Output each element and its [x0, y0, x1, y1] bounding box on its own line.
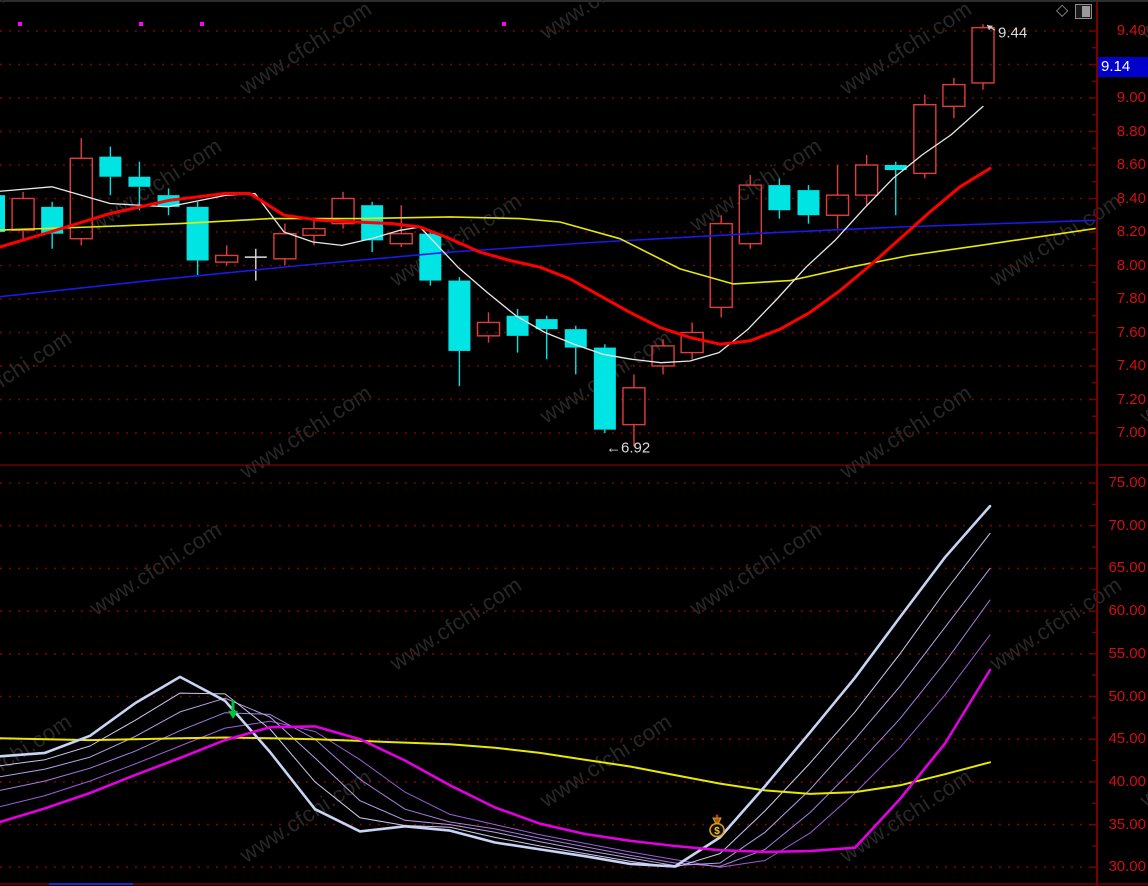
candle-down — [593, 347, 616, 430]
indicator-yellow-line — [0, 736, 991, 795]
candle-up — [971, 26, 995, 84]
candle-down — [186, 206, 209, 261]
candle-up — [651, 345, 675, 367]
low-price-label: ←6.92 — [606, 439, 650, 456]
candle-up — [913, 103, 937, 175]
axis-label: 35.00 — [1108, 815, 1146, 833]
candle-down — [535, 319, 558, 330]
candle-down — [41, 206, 64, 234]
candle-up — [709, 222, 733, 309]
candle-up — [11, 197, 35, 232]
candle-up — [942, 83, 966, 108]
event-dot — [18, 22, 22, 26]
axis-label: 65.00 — [1108, 559, 1146, 577]
candle-up — [680, 331, 704, 354]
bottom-blue-strip — [49, 883, 133, 885]
money-bag-icon — [715, 814, 719, 818]
candle-down — [768, 185, 791, 211]
axis-label: 55.00 — [1108, 644, 1146, 662]
axis-label: 8.60 — [1116, 156, 1146, 173]
window-controls: ◇ — [1056, 2, 1093, 19]
candle-up — [854, 164, 879, 196]
axis-label: 8.20 — [1116, 223, 1146, 240]
axis-label: 40.00 — [1108, 772, 1146, 790]
axis-label: 30.00 — [1108, 858, 1146, 876]
candle-up — [738, 184, 762, 245]
axis-line — [1096, 2, 1098, 886]
candle-up — [622, 387, 646, 426]
pbx-5-line — [0, 634, 991, 868]
last-price-tag: 9.14 — [1098, 57, 1148, 77]
event-dot — [502, 22, 506, 26]
candle-up — [331, 197, 355, 225]
axis-label: 8.40 — [1116, 189, 1146, 207]
event-dot — [200, 22, 204, 26]
pbx-4-line — [0, 599, 991, 867]
sell-down-arrow-icon — [228, 710, 238, 719]
axis-label: 60.00 — [1108, 602, 1146, 620]
pbx-2-line — [0, 532, 991, 868]
axis-label: 70.00 — [1108, 516, 1146, 534]
axis-label: 8.00 — [1116, 256, 1146, 274]
split-pane-icon[interactable] — [1075, 3, 1093, 19]
diamond-icon[interactable]: ◇ — [1056, 2, 1069, 19]
ma-yellow-line — [0, 216, 1096, 285]
candle-down — [884, 165, 907, 171]
pbx-3-line — [0, 567, 991, 867]
candle-down — [0, 195, 5, 232]
ma-white-line — [0, 105, 984, 364]
candle-up — [476, 321, 501, 337]
axis-label: 7.20 — [1116, 390, 1146, 408]
axis-label: 8.80 — [1116, 122, 1146, 140]
event-dot — [139, 22, 143, 26]
pbx-6-slow-line — [0, 668, 992, 854]
axis-label: 7.60 — [1116, 323, 1146, 341]
candle-down — [128, 176, 151, 187]
high-annotation-arrow — [987, 25, 993, 31]
money-bag-icon: $ — [714, 826, 720, 837]
candle-down — [506, 315, 529, 336]
candle-up — [215, 254, 239, 263]
candle-down — [797, 190, 820, 216]
candle-down — [448, 280, 471, 351]
ma-blue-line — [0, 219, 1096, 298]
axis-label: 75.00 — [1108, 474, 1146, 491]
candle-down — [99, 156, 122, 177]
pbx-1-fast-line — [0, 504, 992, 868]
high-price-label: 9.44 — [998, 24, 1027, 41]
axis-label: 7.40 — [1116, 357, 1146, 374]
candle-up — [302, 227, 326, 237]
axis-label: 9.00 — [1116, 89, 1146, 106]
axis-label: 9.40 — [1116, 22, 1146, 39]
window-top-border — [0, 0, 1148, 2]
candle-up — [825, 194, 850, 216]
axis-label: 50.00 — [1108, 687, 1146, 705]
money-bag-icon — [709, 822, 725, 838]
axis-label: 45.00 — [1108, 730, 1146, 748]
candle-up — [389, 232, 413, 245]
candle-down — [419, 233, 442, 281]
candle-up — [273, 232, 297, 260]
ma-red-line — [0, 166, 992, 346]
axis-label: 7.00 — [1116, 424, 1146, 441]
axis-label: 7.80 — [1116, 290, 1146, 307]
